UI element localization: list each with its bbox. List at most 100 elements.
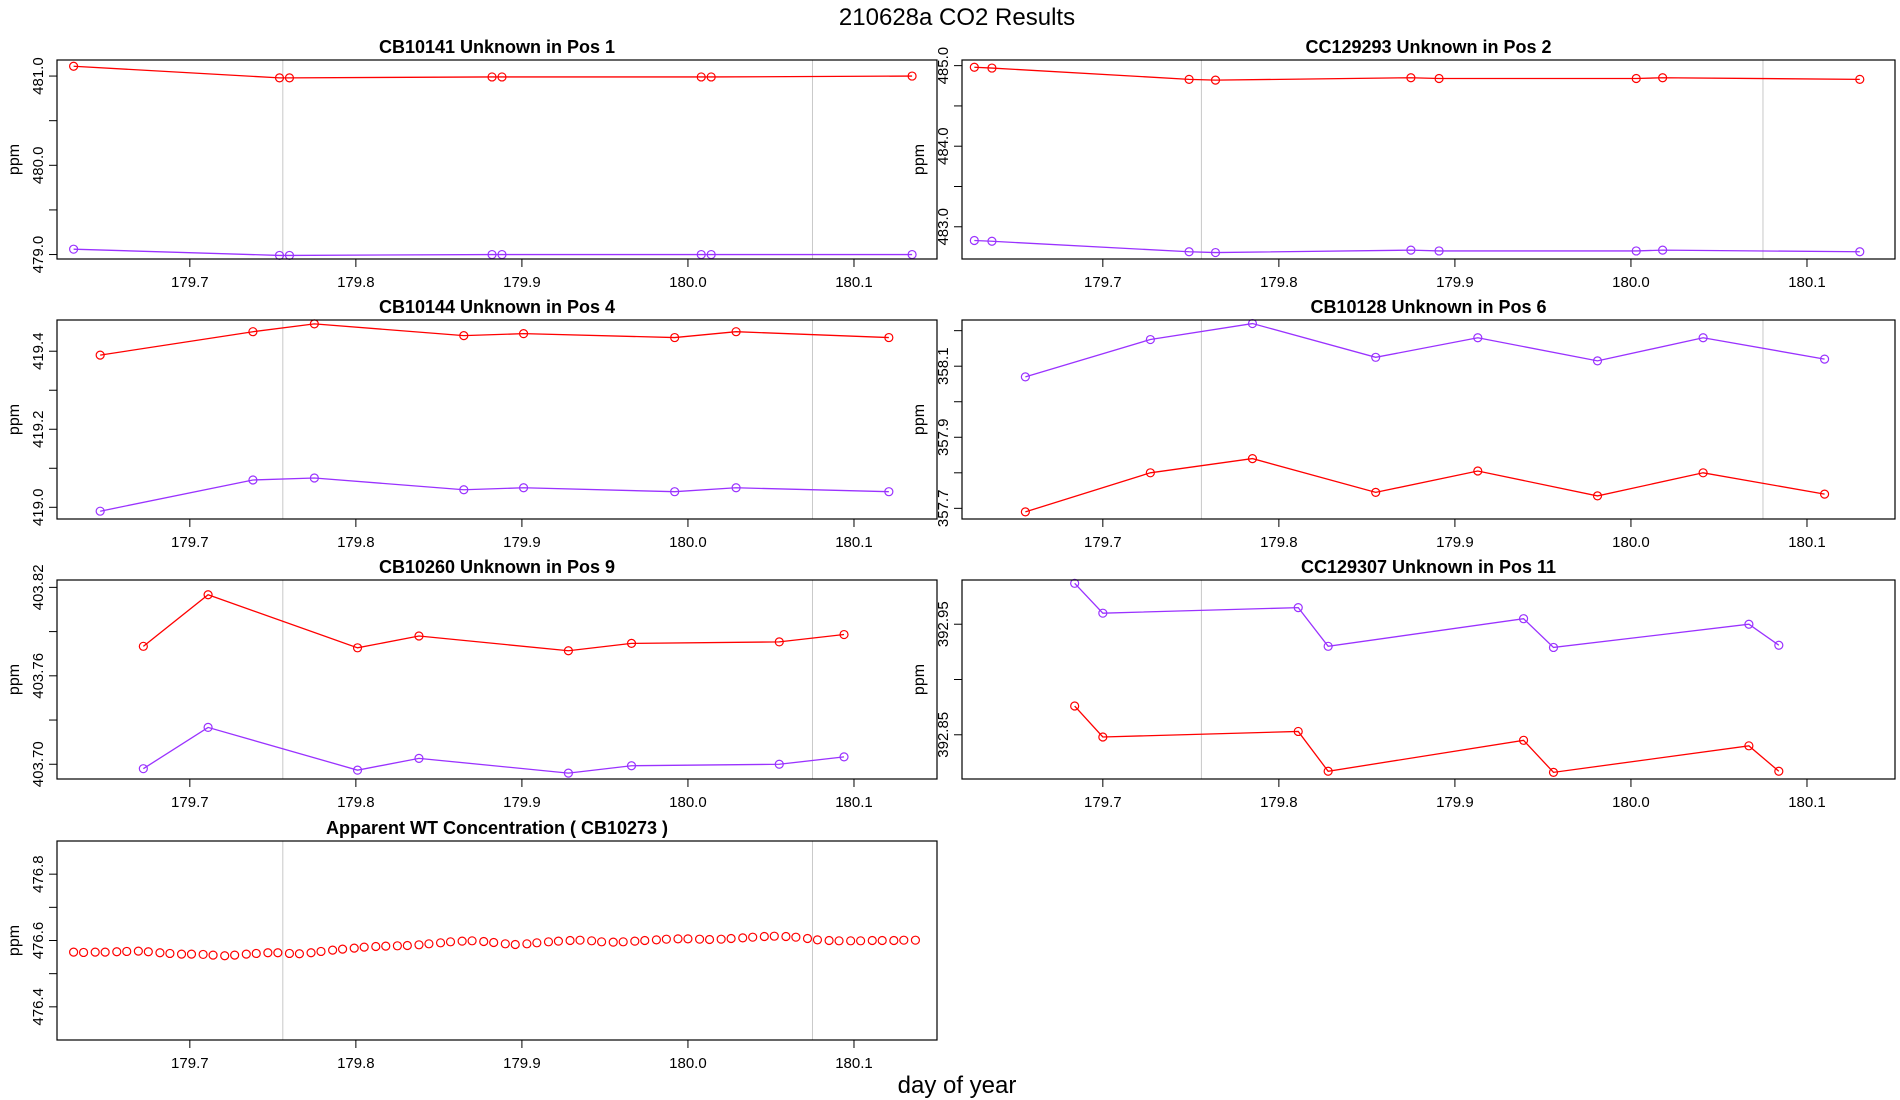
data-point bbox=[630, 936, 640, 946]
data-point bbox=[987, 236, 997, 246]
data-point bbox=[694, 934, 705, 944]
data-point bbox=[487, 72, 497, 82]
data-point bbox=[500, 939, 510, 949]
data-point bbox=[1406, 245, 1416, 255]
data-point bbox=[435, 938, 446, 948]
data-point bbox=[1020, 372, 1030, 382]
data-point bbox=[781, 931, 791, 942]
data-point bbox=[1473, 333, 1483, 343]
data-point bbox=[68, 61, 79, 71]
data-point bbox=[661, 934, 671, 944]
x-tick-label: 180.1 bbox=[835, 274, 873, 291]
x-tick-label: 179.9 bbox=[1436, 274, 1474, 291]
data-point bbox=[969, 235, 979, 246]
data-point bbox=[337, 944, 348, 954]
data-point bbox=[1371, 352, 1381, 362]
series-line bbox=[142, 726, 845, 774]
x-tick-label: 180.0 bbox=[669, 534, 707, 551]
x-tick-label: 179.7 bbox=[1084, 274, 1122, 291]
data-point bbox=[274, 73, 285, 83]
data-point bbox=[759, 931, 769, 942]
data-point bbox=[626, 638, 637, 648]
data-point bbox=[1145, 468, 1155, 478]
panel-title: Apparent WT Concentration ( CB10273 ) bbox=[326, 818, 668, 838]
data-point bbox=[1070, 578, 1080, 588]
x-tick-label: 179.9 bbox=[1436, 534, 1474, 551]
data-point bbox=[445, 937, 456, 947]
data-point bbox=[839, 629, 849, 640]
data-point bbox=[1744, 741, 1754, 751]
data-point bbox=[543, 937, 554, 947]
plot-frame bbox=[56, 319, 938, 520]
data-point bbox=[846, 936, 856, 946]
data-point bbox=[731, 483, 741, 493]
x-tick-label: 179.8 bbox=[337, 794, 375, 811]
data-point bbox=[392, 941, 402, 951]
data-point bbox=[371, 941, 381, 952]
x-tick-label: 180.0 bbox=[669, 274, 707, 291]
data-point bbox=[1855, 74, 1865, 84]
series-line bbox=[1074, 582, 1780, 649]
panel-title: CC129307 Unknown in Pos 11 bbox=[1301, 557, 1556, 577]
data-point bbox=[95, 506, 105, 516]
data-point bbox=[316, 946, 326, 957]
data-point bbox=[186, 949, 197, 959]
chart-panel: 179.7 179.8 179.9 180.0 180.1 483.0 484.0 485.0… bbox=[911, 37, 1896, 291]
data-point bbox=[203, 590, 213, 600]
y-axis-label: ppm bbox=[6, 404, 23, 435]
panel-title: CC129293 Unknown in Pos 2 bbox=[1305, 37, 1551, 57]
x-tick-label: 179.8 bbox=[337, 534, 375, 551]
data-point bbox=[565, 935, 575, 946]
x-tick-label: 180.0 bbox=[1612, 534, 1650, 551]
data-point bbox=[459, 485, 469, 495]
y-tick-label: 357.7 bbox=[935, 490, 952, 528]
data-point bbox=[138, 641, 148, 651]
data-point bbox=[68, 947, 79, 957]
data-point bbox=[553, 936, 564, 946]
data-point bbox=[910, 935, 921, 945]
y-tick-label: 485.0 bbox=[935, 47, 952, 85]
data-point bbox=[670, 332, 680, 343]
data-point bbox=[328, 945, 338, 955]
y-axis-label: ppm bbox=[911, 144, 928, 175]
data-point bbox=[1098, 608, 1108, 618]
data-point bbox=[1184, 74, 1194, 84]
data-point bbox=[1819, 354, 1830, 364]
series-line bbox=[974, 66, 1860, 81]
y-tick-label: 357.9 bbox=[935, 418, 952, 456]
x-tick-label: 180.1 bbox=[835, 1055, 873, 1072]
data-point bbox=[1774, 640, 1784, 650]
series-line bbox=[100, 323, 889, 356]
data-point bbox=[518, 483, 529, 493]
data-point bbox=[1518, 735, 1529, 745]
data-point bbox=[1658, 73, 1668, 83]
data-point bbox=[683, 934, 693, 944]
data-point bbox=[1323, 641, 1333, 651]
data-point bbox=[1548, 642, 1559, 653]
data-point bbox=[306, 948, 316, 958]
data-point bbox=[497, 72, 507, 82]
data-point bbox=[122, 946, 132, 957]
data-point bbox=[489, 937, 499, 948]
data-point bbox=[263, 948, 273, 958]
data-point bbox=[251, 948, 261, 959]
data-point bbox=[479, 936, 489, 947]
data-point bbox=[381, 941, 391, 951]
data-point bbox=[414, 940, 424, 950]
data-point bbox=[774, 759, 784, 769]
data-point bbox=[856, 936, 866, 946]
data-point bbox=[867, 935, 877, 946]
data-point bbox=[457, 936, 467, 946]
data-point bbox=[1184, 247, 1194, 257]
data-point bbox=[618, 937, 628, 947]
data-point bbox=[1698, 333, 1708, 343]
data-point bbox=[884, 332, 894, 343]
y-tick-label: 403.82 bbox=[30, 564, 47, 610]
data-point bbox=[1145, 334, 1155, 345]
y-tick-label: 476.4 bbox=[30, 988, 47, 1026]
data-point bbox=[1592, 356, 1603, 366]
series-line bbox=[73, 65, 913, 79]
data-point bbox=[352, 765, 363, 775]
data-point bbox=[518, 329, 529, 339]
